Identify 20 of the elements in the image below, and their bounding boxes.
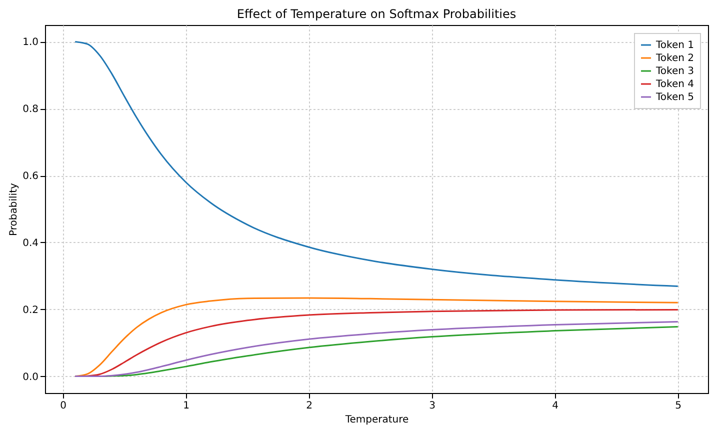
y-tick-label: 0.8: [22, 104, 38, 116]
y-tick-label: 0.0: [22, 372, 38, 383]
x-axis-title: Temperature: [344, 414, 409, 426]
legend-label: Token 5: [655, 92, 694, 103]
x-tick-label: 4: [552, 400, 559, 412]
y-tick-label: 0.4: [22, 238, 38, 249]
legend-label: Token 2: [655, 53, 694, 64]
y-tick-label: 1.0: [22, 37, 38, 48]
x-tick-label: 2: [306, 400, 313, 412]
y-axis-title: Probability: [8, 182, 20, 236]
y-tick-label: 0.2: [22, 304, 38, 316]
x-tick-label: 0: [60, 400, 67, 412]
legend-label: Token 4: [655, 79, 694, 90]
chart-title: Effect of Temperature on Softmax Probabilities: [236, 7, 516, 21]
legend-label: Token 3: [655, 66, 694, 77]
x-tick-label: 3: [429, 400, 436, 412]
legend-label: Token 1: [655, 40, 694, 51]
x-tick-label: 1: [183, 400, 190, 412]
x-tick-label: 5: [675, 400, 682, 412]
y-tick-label: 0.6: [22, 171, 38, 182]
